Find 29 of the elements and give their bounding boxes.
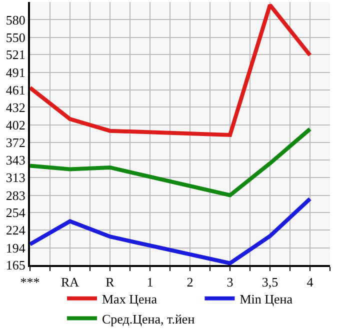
line-series bbox=[30, 196, 312, 265]
legend-label: Сред.Цена, т.йен bbox=[102, 311, 195, 326]
x-tick-label: 3 bbox=[226, 274, 234, 290]
x-tick-label: 4 bbox=[306, 274, 314, 290]
x-tick-label: 1 bbox=[146, 274, 154, 290]
x-tick-label: 3,5 bbox=[262, 274, 278, 290]
y-tick-label: 165 bbox=[6, 258, 26, 273]
line-series bbox=[30, 127, 312, 198]
legend-label: Min Цена bbox=[240, 291, 293, 306]
line-series bbox=[30, 2, 312, 137]
y-tick-label: 372 bbox=[6, 135, 26, 150]
y-tick-label: 521 bbox=[6, 47, 26, 62]
x-tick-label: *** bbox=[20, 274, 40, 290]
y-tick-label: 550 bbox=[6, 30, 26, 46]
y-tick-label: 491 bbox=[6, 64, 26, 80]
legend-label: Max Цена bbox=[102, 291, 158, 306]
x-tick-label: RA bbox=[60, 274, 80, 290]
y-tick-label: 313 bbox=[6, 170, 26, 186]
x-tick-label: 2 bbox=[186, 274, 194, 290]
y-tick-label: 224 bbox=[6, 222, 26, 238]
y-tick-label: 461 bbox=[6, 82, 26, 98]
y-tick-label: 402 bbox=[6, 117, 26, 132]
y-tick-label: 580 bbox=[6, 12, 26, 28]
x-tick-label: R bbox=[106, 274, 115, 290]
y-tick-label: 283 bbox=[6, 188, 26, 203]
y-tick-label: 343 bbox=[6, 152, 26, 168]
y-tick-label: 432 bbox=[6, 100, 26, 115]
y-tick-label: 254 bbox=[6, 204, 26, 220]
y-tick-label: 194 bbox=[6, 240, 26, 256]
